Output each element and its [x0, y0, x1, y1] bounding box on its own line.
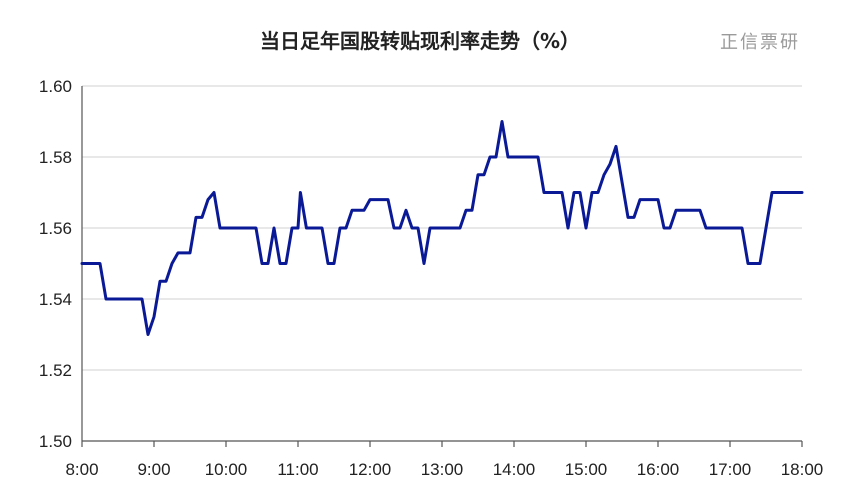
x-tick-label: 18:00: [781, 460, 824, 479]
chart-title: 当日足年国股转贴现利率走势（%）: [260, 29, 580, 53]
x-tick-label: 13:00: [421, 460, 464, 479]
y-tick-label: 1.60: [39, 77, 72, 96]
y-tick-labels: 1.50 1.52 1.54 1.56 1.58 1.60: [39, 77, 72, 451]
watermark-logo: 正信票研: [720, 32, 800, 53]
series-layer: [80, 120, 804, 336]
x-tick-label: 10:00: [205, 460, 248, 479]
y-tick-label: 1.54: [39, 290, 72, 309]
y-tick-label: 1.56: [39, 219, 72, 238]
x-tick-label: 16:00: [637, 460, 680, 479]
axes: [81, 86, 803, 447]
y-tick-label: 1.52: [39, 361, 72, 380]
x-tick-label: 17:00: [709, 460, 752, 479]
x-tick-label: 12:00: [349, 460, 392, 479]
x-tick-label: 9:00: [137, 460, 170, 479]
x-tick-label: 15:00: [565, 460, 608, 479]
x-tick-label: 14:00: [493, 460, 536, 479]
y-tick-label: 1.50: [39, 432, 72, 451]
x-tick-label: 11:00: [277, 460, 318, 479]
x-tick-label: 8:00: [65, 460, 98, 479]
x-tick-labels: 8:00 9:00 10:00 11:00 12:00 13:00 14:00 15:00 16…: [65, 460, 823, 479]
series-line: [80, 120, 804, 336]
y-tick-label: 1.58: [39, 148, 72, 167]
